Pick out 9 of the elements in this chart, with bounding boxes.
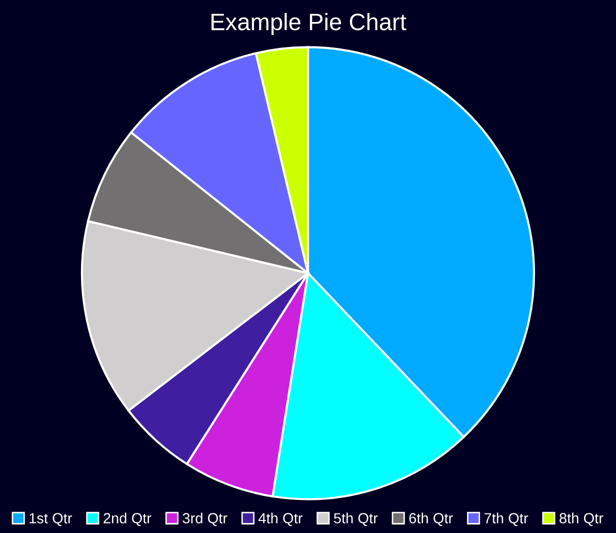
legend-label: 5th Qtr [334, 512, 378, 526]
legend-label: 2nd Qtr [104, 512, 152, 526]
legend-label: 3rd Qtr [182, 512, 228, 526]
legend-label: 7th Qtr [484, 512, 528, 526]
legend-label: 4th Qtr [258, 512, 302, 526]
legend-label: 8th Qtr [560, 512, 604, 526]
legend-label: 6th Qtr [409, 512, 453, 526]
legend-label: 1st Qtr [30, 513, 72, 526]
chart-title: Example Pie Chart [212, 12, 406, 35]
